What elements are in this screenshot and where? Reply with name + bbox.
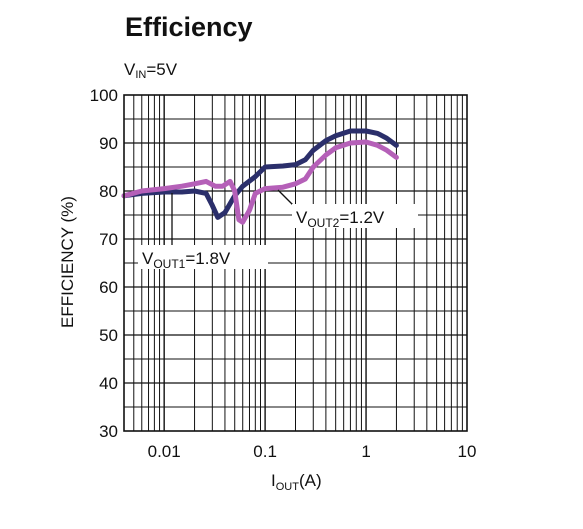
x-axis-title-rest: (A)	[299, 471, 322, 490]
condition-rest: =5V	[146, 60, 178, 79]
condition-main: V	[124, 60, 136, 79]
y-tick-label: 90	[99, 134, 118, 153]
y-tick-label: 60	[99, 278, 118, 297]
y-tick-label: 80	[99, 182, 118, 201]
annotation-label-bg-vout1	[138, 245, 268, 269]
annotation-vout2-rest: =1.2V	[339, 208, 385, 227]
annotation-vout1-rest: =1.8V	[185, 249, 231, 268]
x-tick-label: 0.1	[253, 442, 277, 461]
x-axis-title-sub: OUT	[276, 481, 300, 493]
annotation-vout2: VOUT2=1.2V	[296, 208, 385, 230]
annotation-label-bg-vout2	[292, 204, 418, 228]
y-tick-label: 50	[99, 326, 118, 345]
annotation-vout2-sub: OUT2	[307, 216, 339, 230]
chart-ticks: 30 40 50 60 70 80 90 100 0.01 0.1 1 10	[90, 86, 477, 461]
x-axis-title: IOUT(A)	[271, 471, 322, 493]
chart-title: Efficiency	[125, 12, 253, 42]
chart-series	[121, 128, 399, 225]
y-tick-label: 70	[99, 230, 118, 249]
annotation-vout1-sub: OUT1	[153, 257, 185, 271]
x-tick-label: 1	[361, 442, 370, 461]
x-tick-label: 10	[458, 442, 477, 461]
series-line-2	[121, 139, 399, 225]
x-tick-label: 0.01	[148, 442, 181, 461]
plot-frame	[123, 94, 468, 432]
condition-sub: IN	[135, 69, 147, 81]
series-line-1	[121, 128, 399, 220]
annotation-vout1: VOUT1=1.8V	[142, 249, 231, 271]
chart-subtitle: VIN=5V	[124, 60, 177, 81]
annotation-vout2-main: V	[296, 208, 308, 227]
x-axis-title-main: I	[271, 471, 276, 490]
y-tick-label: 100	[90, 86, 118, 105]
y-tick-label: 30	[99, 422, 118, 441]
y-axis-title: EFFICIENCY (%)	[58, 196, 77, 328]
annotation-vout1-main: V	[142, 249, 154, 268]
y-tick-label: 40	[99, 374, 118, 393]
